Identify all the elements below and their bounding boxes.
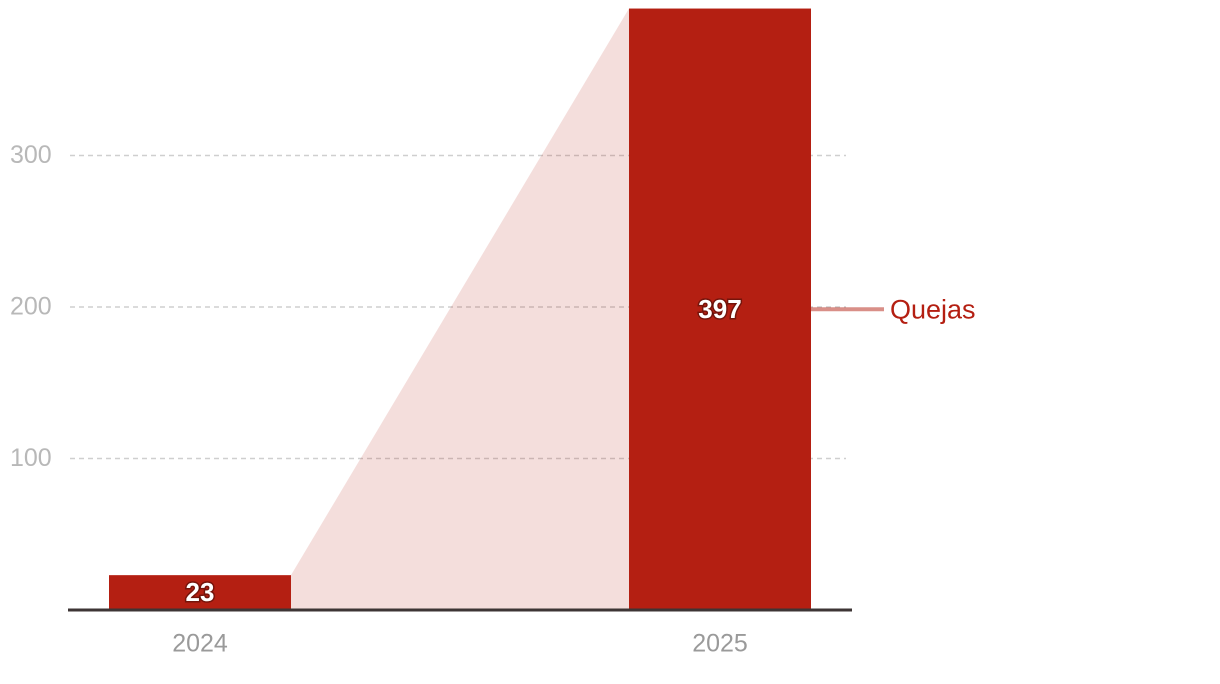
value-label: 23	[186, 577, 215, 607]
value-label: 397	[698, 294, 741, 324]
legend-label: Quejas	[890, 294, 976, 324]
bar	[629, 8, 811, 611]
x-tick-label: 2024	[172, 630, 228, 658]
x-tick-label: 2025	[692, 630, 748, 658]
connector-area	[291, 8, 629, 611]
y-tick-label: 300	[10, 141, 52, 169]
y-tick-label: 100	[10, 444, 52, 472]
bar	[109, 575, 291, 610]
y-tick-label: 200	[10, 293, 52, 321]
